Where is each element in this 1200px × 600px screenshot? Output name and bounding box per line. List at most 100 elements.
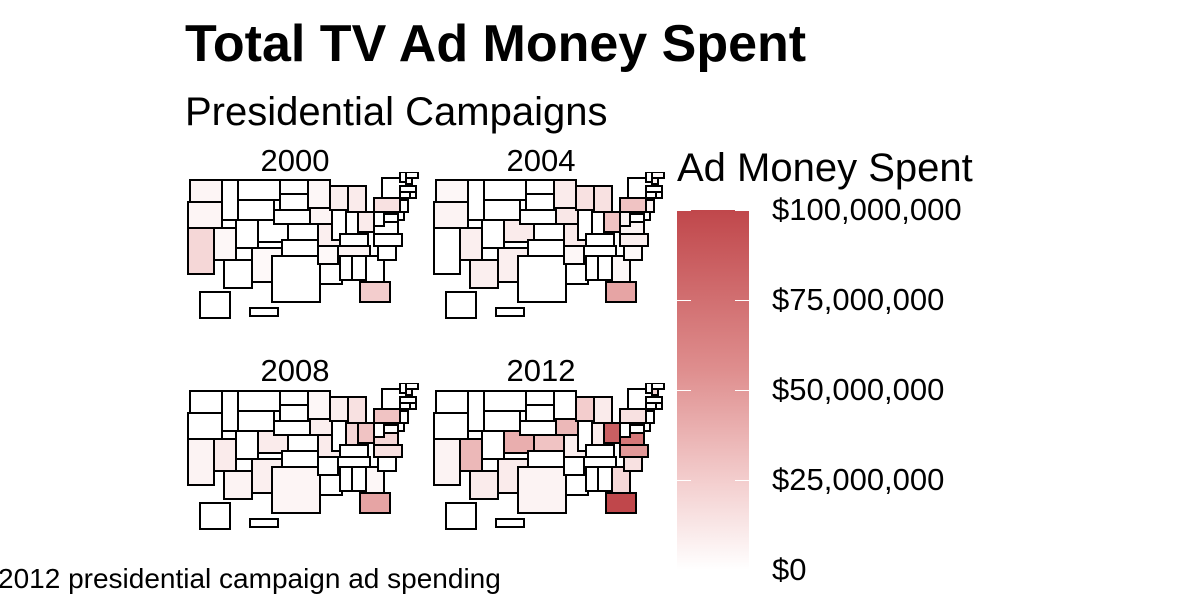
state-ca-2004 [433, 227, 461, 275]
legend-tick-label: $75,000,000 [772, 282, 945, 317]
state-id-2004 [467, 179, 485, 221]
state-wi-2012 [575, 396, 595, 422]
state-la-2000 [319, 263, 343, 285]
state-ar-2008 [317, 456, 339, 476]
state-oh-2012 [603, 422, 621, 444]
state-ia-2008 [309, 418, 333, 436]
state-wv-2000 [373, 211, 385, 227]
state-mi-2000 [347, 185, 367, 213]
state-oh-2008 [357, 422, 375, 444]
state-in-2008 [345, 422, 359, 446]
state-wy-2000 [237, 199, 275, 221]
state-tx-2012 [517, 466, 567, 514]
state-ia-2004 [555, 207, 579, 225]
state-fl-2008 [359, 492, 391, 514]
state-me-2012 [651, 383, 665, 390]
state-az-2000 [223, 259, 253, 289]
state-mi-2004 [593, 185, 613, 213]
state-mi-2012 [593, 396, 613, 424]
state-id-2012 [467, 390, 485, 432]
state-tx-2000 [271, 255, 321, 303]
state-nv-2000 [213, 227, 237, 261]
state-ky-2008 [339, 444, 369, 458]
state-ne-2008 [273, 420, 311, 436]
state-fl-2000 [359, 281, 391, 303]
state-oh-2000 [357, 211, 375, 233]
state-mt-2004 [483, 179, 527, 201]
state-me-2004 [651, 172, 665, 179]
legend-tick-label: $25,000,000 [772, 462, 945, 497]
legend-tick-mark [677, 480, 691, 481]
state-tn-2004 [583, 245, 617, 257]
state-wv-2004 [619, 211, 631, 227]
state-az-2008 [223, 470, 253, 500]
state-al-2000 [351, 255, 367, 281]
state-oh-2004 [603, 211, 621, 233]
state-al-2012 [597, 466, 613, 492]
legend-tick-mark [735, 570, 749, 571]
legend-tick-mark [677, 300, 691, 301]
facet-label-2004: 2004 [506, 143, 576, 178]
state-id-2008 [221, 390, 239, 432]
state-md-2012 [629, 424, 645, 434]
facet-label-2000: 2000 [260, 143, 330, 178]
legend-tick-mark [677, 390, 691, 391]
state-sc-2012 [623, 456, 643, 472]
state-wi-2000 [329, 185, 349, 211]
state-ia-2000 [309, 207, 333, 225]
state-ct-2012 [645, 402, 657, 410]
state-ri-2004 [655, 191, 663, 199]
state-sd-2000 [279, 193, 309, 211]
state-ks-2004 [533, 223, 565, 241]
state-pa-2004 [619, 197, 647, 213]
state-sd-2004 [525, 193, 555, 211]
state-ak-2012 [445, 502, 477, 530]
state-ks-2012 [533, 434, 565, 452]
state-ok-2012 [527, 450, 565, 468]
legend-tick-mark [735, 480, 749, 481]
state-ky-2000 [339, 233, 369, 247]
state-mn-2008 [307, 390, 331, 420]
legend-tick-mark [735, 390, 749, 391]
state-ms-2008 [339, 466, 353, 492]
legend-tick-mark [677, 210, 691, 211]
state-ak-2000 [199, 291, 231, 319]
state-tn-2008 [337, 456, 371, 468]
state-la-2004 [565, 263, 589, 285]
state-mt-2012 [483, 390, 527, 412]
state-ks-2000 [287, 223, 319, 241]
state-wa-2000 [189, 179, 223, 203]
state-mn-2000 [307, 179, 331, 209]
state-ky-2012 [585, 444, 615, 458]
state-wy-2012 [483, 410, 521, 432]
state-wv-2012 [619, 422, 631, 438]
state-in-2012 [591, 422, 605, 446]
state-mn-2012 [553, 390, 577, 420]
map-2012 [433, 383, 665, 530]
map-2000 [187, 172, 419, 319]
state-ms-2000 [339, 255, 353, 281]
map-2004 [433, 172, 665, 319]
state-mi-2008 [347, 396, 367, 424]
state-tx-2004 [517, 255, 567, 303]
legend-tick-mark [735, 300, 749, 301]
state-pa-2008 [373, 408, 401, 424]
state-tn-2000 [337, 245, 371, 257]
state-sd-2012 [525, 404, 555, 422]
state-az-2004 [469, 259, 499, 289]
state-nd-2008 [279, 390, 309, 406]
state-nd-2012 [525, 390, 555, 406]
state-ok-2008 [281, 450, 319, 468]
state-ri-2012 [655, 402, 663, 410]
state-nc-2004 [619, 233, 649, 247]
state-tx-2008 [271, 466, 321, 514]
state-ca-2000 [187, 227, 215, 275]
state-ms-2004 [585, 255, 599, 281]
state-nv-2008 [213, 438, 237, 472]
state-ca-2012 [433, 438, 461, 486]
state-ar-2012 [563, 456, 585, 476]
state-al-2004 [597, 255, 613, 281]
state-hi-2000 [249, 307, 279, 317]
state-ut-2004 [481, 219, 505, 249]
state-pa-2012 [619, 408, 647, 424]
